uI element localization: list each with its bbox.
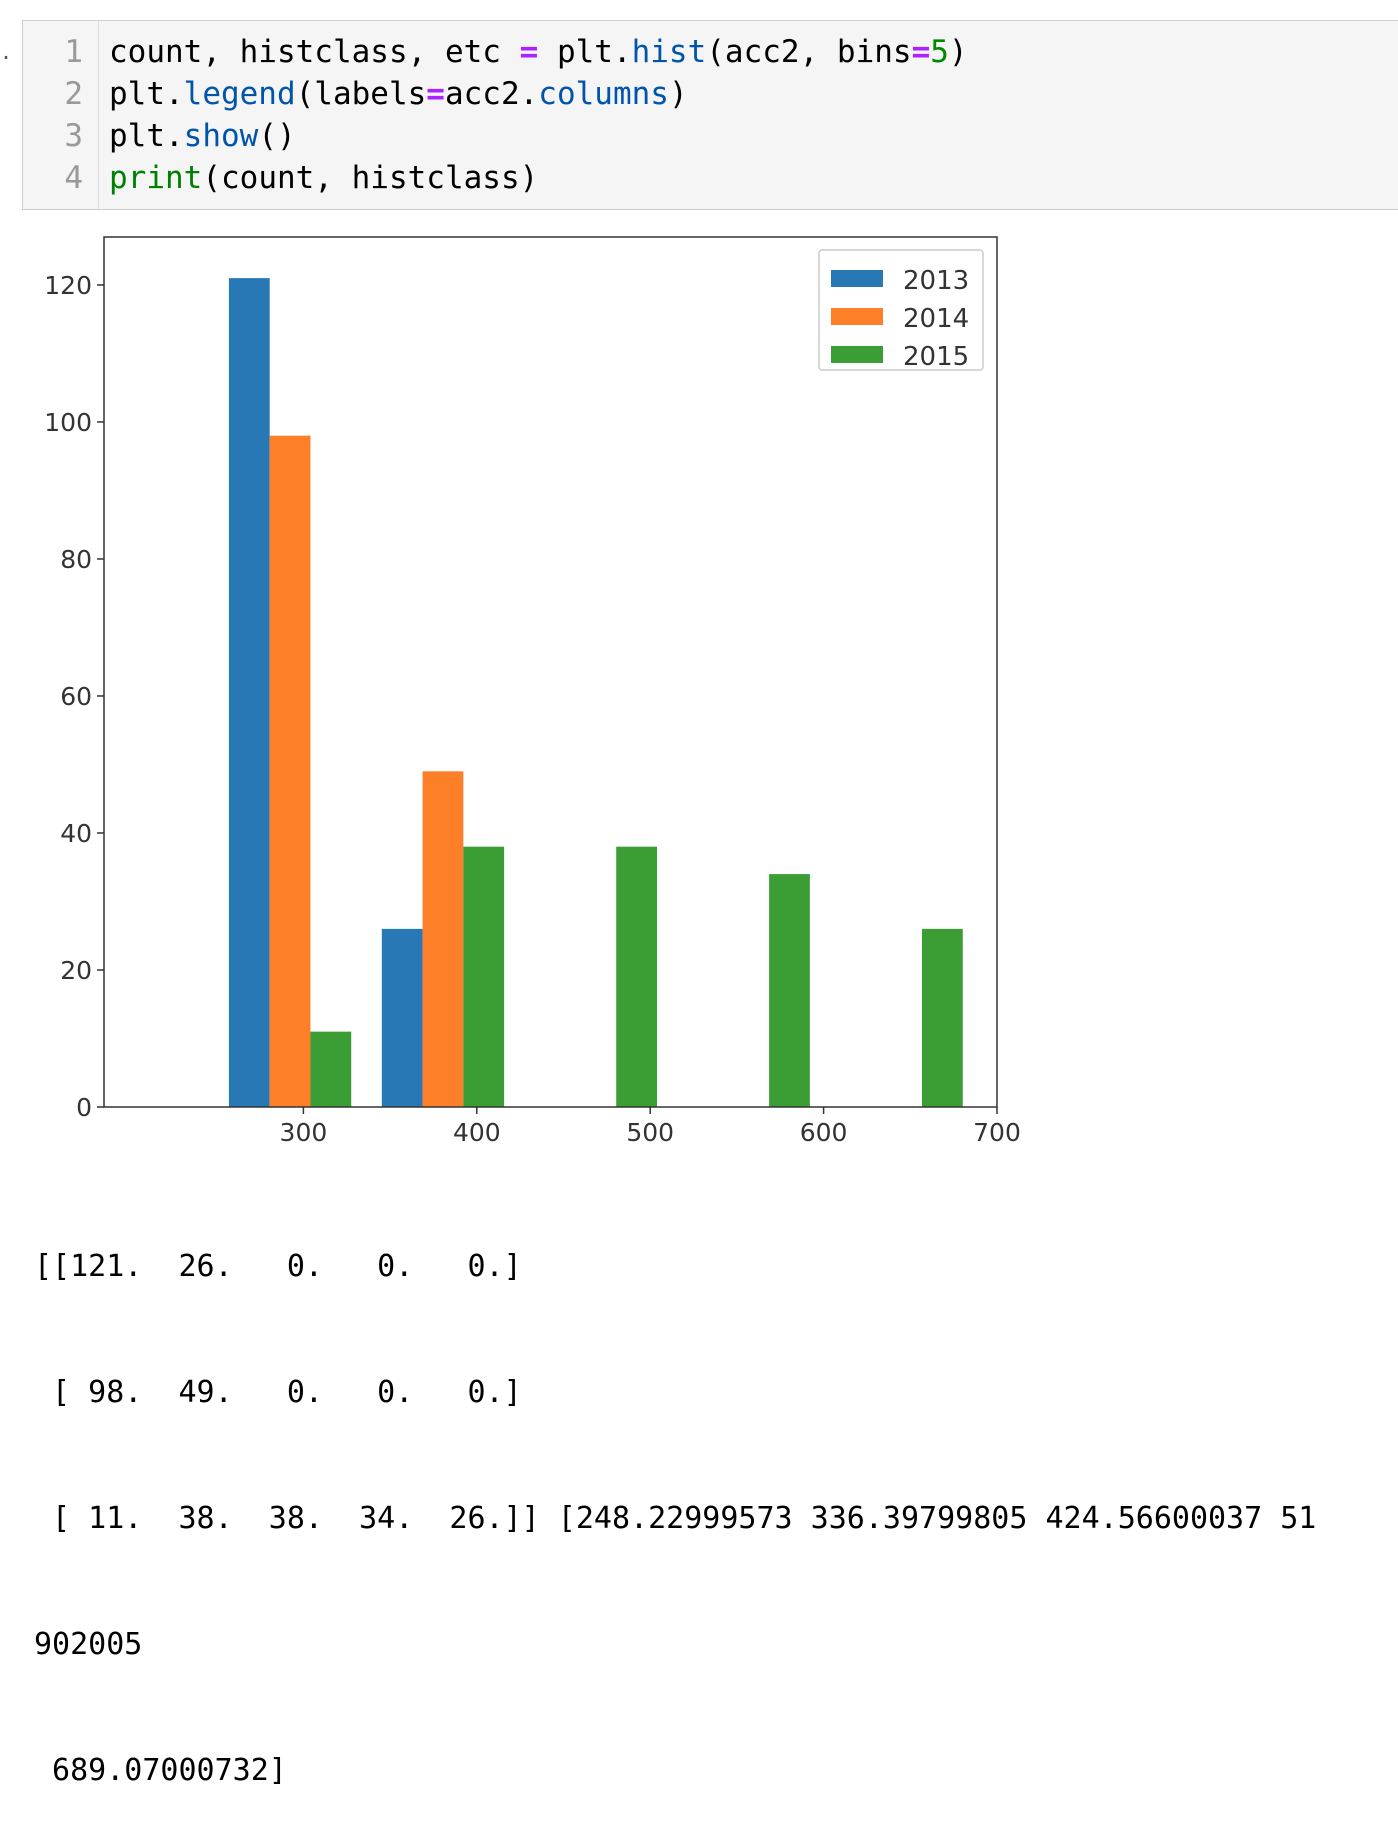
code-token: (count, histclass) [202,160,539,196]
code-token: hist [631,34,707,70]
cell-prompt-mark: . [0,40,13,64]
line-number: 3 [64,118,83,154]
line-number: 2 [64,76,83,112]
cell-output: [[121. 26. 0. 0. 0.] [ 98. 49. 0. 0. 0.]… [34,1162,1398,1834]
code-token: show [183,118,259,154]
code-token: ) [948,34,968,70]
code-token: count, histclass, etc [109,34,520,70]
code-line[interactable]: plt.legend(labels=acc2.columns) [109,73,688,115]
y-tick-label: 20 [60,956,92,985]
code-line[interactable]: count, histclass, etc = plt.hist(acc2, b… [109,31,968,73]
code-cell-input[interactable]: 1 2 3 4 count, histclass, etc = plt.hist… [22,20,1398,210]
histogram-bar [463,846,505,1107]
x-tick-label: 700 [973,1118,1021,1147]
x-tick-label: 400 [453,1118,501,1147]
code-token: ) [668,76,688,112]
code-token: = [911,34,931,70]
x-tick-label: 500 [626,1118,674,1147]
code-token: plt. [109,118,184,154]
code-token: plt. [109,76,184,112]
output-line: [ 98. 49. 0. 0. 0.] [34,1375,522,1410]
histogram-bar [616,846,657,1107]
line-number: 1 [64,34,83,70]
code-line[interactable]: plt.show() [109,115,296,157]
code-token: print [109,160,203,196]
x-tick-label: 600 [800,1118,848,1147]
y-tick-label: 40 [60,819,92,848]
legend-swatch [831,270,883,287]
line-number: 4 [64,160,83,196]
x-tick-label: 300 [280,1118,328,1147]
y-tick-label: 60 [60,682,92,711]
histogram-bar [769,874,810,1107]
code-token: 5 [930,34,949,70]
legend-swatch [831,308,883,325]
code-token: (acc2, bins [706,34,912,70]
y-tick-label: 80 [60,545,92,574]
y-tick-label: 100 [44,408,92,437]
plot-frame [103,236,998,1108]
histogram-bar [310,1031,352,1107]
code-token: columns [538,76,669,112]
legend-swatch [831,346,883,363]
output-line: 689.07000732] [34,1753,287,1788]
code-token: acc2. [444,76,539,112]
code-line[interactable]: print(count, histclass) [109,157,538,199]
histogram-bar [228,278,270,1107]
histogram-svg: 0 20 40 60 80 100 120 300 400 500 600 700 2013 2014 20… [44,236,1021,1147]
legend-label: 2014 [903,304,969,334]
code-token: = [426,76,445,112]
y-tick-label: 0 [76,1093,92,1122]
code-token: () [258,118,296,154]
output-line: 902005 [34,1627,143,1662]
output-line: [ 11. 38. 38. 34. 26.]] [248.22999573 33… [34,1501,1317,1536]
y-tick-label: 120 [44,271,92,300]
histogram-bar [269,435,311,1107]
code-token: (labels [295,76,427,112]
legend-label: 2015 [903,342,969,372]
code-token: = [519,34,539,70]
histogram-bar [921,928,963,1107]
code-token: legend [183,76,296,112]
output-line: [[121. 26. 0. 0. 0.] [34,1249,522,1284]
line-number-gutter: 1 2 3 4 [23,21,99,209]
histogram-bar [381,928,423,1107]
histogram-bar [422,771,464,1107]
legend-label: 2013 [903,266,969,296]
histogram-chart: 0 20 40 60 80 100 120 300 400 500 600 700 2013 2014 20… [0,220,1040,1160]
code-token: plt. [538,34,632,70]
